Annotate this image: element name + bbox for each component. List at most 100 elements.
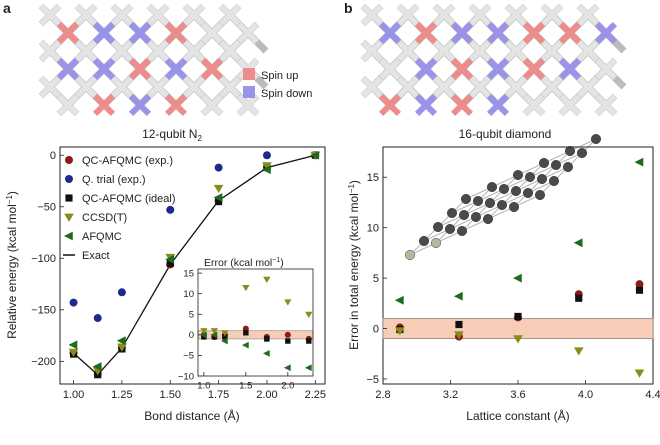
qubit-idle bbox=[432, 75, 456, 99]
qubit-idle bbox=[360, 3, 384, 27]
qubit-idle bbox=[576, 3, 600, 27]
qubit-spin-up bbox=[165, 22, 187, 44]
caption-panel-a: 12-qubit N2 bbox=[142, 127, 202, 143]
data-point bbox=[262, 350, 270, 357]
legend-marker bbox=[65, 194, 73, 202]
qubit-spin-down bbox=[451, 22, 473, 44]
chart-a-ytick-label: −200 bbox=[31, 356, 56, 368]
qubit-idle bbox=[146, 3, 170, 27]
chart-a-xtick-label: 1.75 bbox=[208, 389, 229, 401]
inset-ytick-label: 5 bbox=[189, 310, 194, 321]
chart-a-xtick-label: 1.25 bbox=[111, 389, 132, 401]
crystal-atom bbox=[509, 201, 520, 212]
qubit-idle bbox=[218, 39, 242, 63]
qubit-spin-up bbox=[201, 58, 223, 80]
qubit-idle bbox=[200, 21, 224, 45]
chart-b: 2.8 3.2 3.6 4.0 4.4 15 10 5 0 −5 Lattice constant… bbox=[347, 146, 660, 423]
data-point bbox=[200, 328, 208, 335]
inset-ytick-label: 15 bbox=[183, 268, 194, 279]
data-point bbox=[242, 284, 250, 292]
chart-a-xtick-label: 1.00 bbox=[63, 389, 84, 401]
chart-a-xtick-label: 2.00 bbox=[256, 389, 277, 401]
qubit-spin-down bbox=[129, 22, 151, 44]
legend-label: AFQMC bbox=[82, 231, 122, 243]
data-point bbox=[215, 198, 223, 206]
qubit-spin-down bbox=[165, 58, 187, 80]
crystal-atom bbox=[513, 169, 524, 180]
qubit-spin-up bbox=[451, 94, 473, 116]
data-point bbox=[93, 314, 102, 323]
data-point bbox=[92, 362, 102, 371]
legend-label: QC-AFQMC (ideal) bbox=[82, 193, 176, 205]
data-point bbox=[166, 205, 175, 214]
inset-frame bbox=[197, 268, 314, 377]
chart-a-ytick-label: −150 bbox=[31, 305, 56, 317]
data-point bbox=[635, 280, 644, 289]
data-point bbox=[69, 298, 78, 307]
chart-b-ytick-label: −5 bbox=[366, 374, 379, 386]
diamond-crystal-illustration bbox=[405, 133, 602, 260]
crystal-atom bbox=[487, 181, 498, 192]
qubit-spin-down bbox=[595, 22, 617, 44]
data-point bbox=[221, 330, 229, 337]
data-point bbox=[262, 151, 271, 160]
legend-label: Q. trial (exp.) bbox=[82, 174, 146, 186]
qubit-idle bbox=[468, 3, 492, 27]
crystal-atom bbox=[433, 221, 444, 232]
data-point bbox=[635, 286, 644, 294]
crystal-atom bbox=[499, 183, 510, 194]
spin-down-label: Spin down bbox=[261, 88, 312, 100]
data-point bbox=[200, 331, 207, 339]
chart-a-ytick-label: −100 bbox=[31, 253, 56, 265]
chart-a-ylabel: Relative energy (kcal mol−1) bbox=[5, 191, 19, 339]
crystal-atom bbox=[473, 195, 484, 206]
data-point bbox=[573, 347, 584, 356]
crystal-atom bbox=[419, 235, 430, 246]
data-point bbox=[395, 327, 405, 336]
data-point bbox=[243, 330, 249, 336]
qubit-spin-down bbox=[487, 58, 509, 80]
chart-a-ytick-label: −50 bbox=[37, 202, 56, 214]
qubit-idle bbox=[218, 75, 242, 99]
qubit-idle bbox=[110, 3, 134, 27]
legend-label: QC-AFQMC (exp.) bbox=[82, 155, 173, 167]
qubit-idle bbox=[468, 75, 492, 99]
data-point bbox=[394, 295, 404, 305]
chart-a-frame bbox=[59, 146, 326, 385]
legend-marker bbox=[65, 175, 73, 183]
qubit-idle bbox=[74, 3, 98, 27]
qubit-spin-up bbox=[93, 94, 115, 116]
qubit-idle bbox=[468, 39, 492, 63]
qubit-spin-up bbox=[379, 94, 401, 116]
crystal-atom bbox=[549, 175, 560, 186]
data-point bbox=[211, 334, 218, 340]
crystal-atom bbox=[525, 171, 536, 182]
qubit-idle bbox=[236, 21, 260, 45]
crystal-atom bbox=[591, 133, 602, 144]
chart-b-xtick-label: 4.4 bbox=[645, 389, 660, 401]
qubit-spin-up bbox=[129, 58, 151, 80]
inset-ytick-label: 10 bbox=[183, 289, 194, 300]
data-point bbox=[455, 320, 463, 329]
qubit-idle bbox=[74, 75, 98, 99]
spin-up-label: Spin up bbox=[261, 70, 298, 82]
crystal-atom bbox=[539, 157, 550, 168]
inset-ytick-label: 0 bbox=[189, 330, 194, 341]
qubit-spin-down bbox=[415, 94, 437, 116]
data-point bbox=[310, 150, 320, 160]
inset-title: Error (kcal mol−1) bbox=[204, 257, 284, 269]
chart-b-xtick-label: 4.0 bbox=[578, 389, 593, 401]
chart-b-xtick-label: 2.8 bbox=[375, 389, 390, 401]
qubit-idle bbox=[38, 39, 62, 63]
qubit-idle bbox=[146, 75, 170, 99]
data-point bbox=[512, 273, 522, 283]
data-point bbox=[306, 338, 312, 344]
data-point bbox=[264, 336, 270, 342]
qubit-idle bbox=[360, 39, 384, 63]
crystal-atom bbox=[551, 159, 562, 170]
data-point bbox=[304, 364, 312, 372]
chart-b-ytick-label: 10 bbox=[367, 223, 379, 235]
qubit-idle bbox=[146, 39, 170, 63]
inset-xtick-label: 1.5 bbox=[239, 381, 252, 392]
legend-marker bbox=[65, 156, 73, 164]
